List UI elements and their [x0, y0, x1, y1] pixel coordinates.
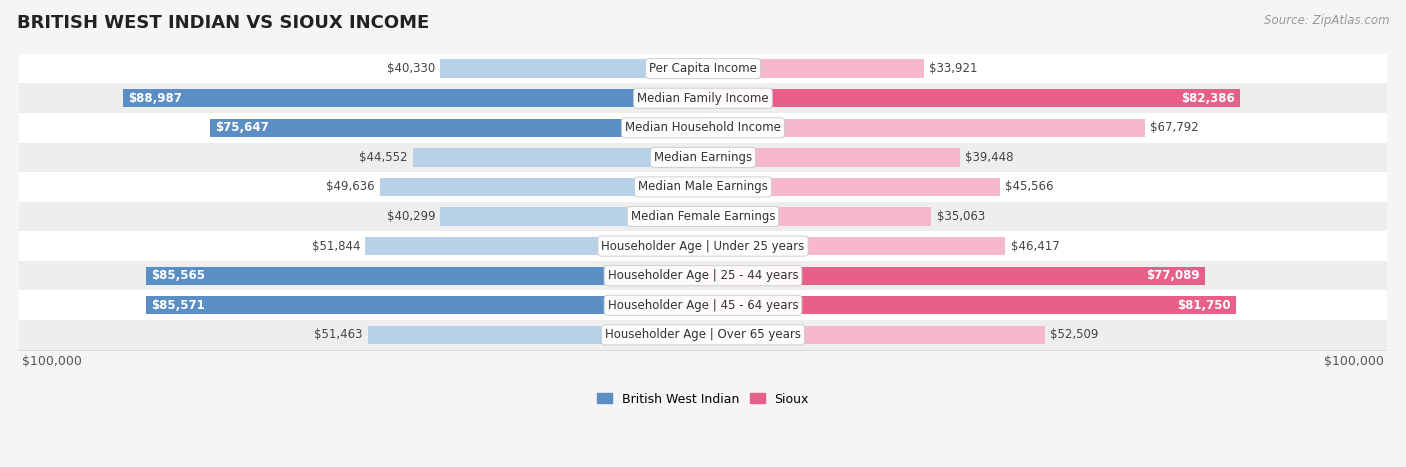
- Text: Householder Age | Under 25 years: Householder Age | Under 25 years: [602, 240, 804, 253]
- Text: Median Family Income: Median Family Income: [637, 92, 769, 105]
- Bar: [20, 320, 1386, 350]
- Bar: [146, 267, 703, 285]
- Bar: [20, 84, 1386, 113]
- Text: $46,417: $46,417: [1011, 240, 1059, 253]
- Text: Per Capita Income: Per Capita Income: [650, 62, 756, 75]
- Text: $44,552: $44,552: [359, 151, 408, 164]
- Bar: [703, 207, 931, 226]
- Text: $75,647: $75,647: [215, 121, 269, 134]
- Legend: British West Indian, Sioux: British West Indian, Sioux: [592, 388, 814, 410]
- Text: $52,509: $52,509: [1050, 328, 1098, 341]
- Text: Median Female Earnings: Median Female Earnings: [631, 210, 775, 223]
- Bar: [20, 202, 1386, 231]
- Text: Householder Age | Over 65 years: Householder Age | Over 65 years: [605, 328, 801, 341]
- Text: $85,565: $85,565: [150, 269, 205, 282]
- Bar: [20, 54, 1386, 84]
- Text: $82,386: $82,386: [1181, 92, 1234, 105]
- Bar: [703, 119, 1144, 137]
- Text: $67,792: $67,792: [1150, 121, 1198, 134]
- Bar: [703, 148, 960, 167]
- Bar: [703, 267, 1205, 285]
- Bar: [211, 119, 703, 137]
- Text: $85,571: $85,571: [150, 299, 204, 312]
- Text: $88,987: $88,987: [128, 92, 183, 105]
- Bar: [440, 207, 703, 226]
- Text: $51,463: $51,463: [314, 328, 363, 341]
- Text: Householder Age | 45 - 64 years: Householder Age | 45 - 64 years: [607, 299, 799, 312]
- Text: Median Male Earnings: Median Male Earnings: [638, 180, 768, 193]
- Bar: [368, 325, 703, 344]
- Text: $51,844: $51,844: [312, 240, 360, 253]
- Bar: [703, 237, 1005, 255]
- Text: Median Household Income: Median Household Income: [626, 121, 780, 134]
- Bar: [20, 290, 1386, 320]
- Text: $45,566: $45,566: [1005, 180, 1053, 193]
- Bar: [146, 296, 703, 314]
- Bar: [20, 113, 1386, 142]
- Text: $39,448: $39,448: [965, 151, 1014, 164]
- Text: $40,330: $40,330: [387, 62, 434, 75]
- Text: $77,089: $77,089: [1146, 269, 1199, 282]
- Bar: [20, 231, 1386, 261]
- Bar: [703, 296, 1236, 314]
- Text: $33,921: $33,921: [929, 62, 977, 75]
- Bar: [440, 59, 703, 78]
- Bar: [20, 172, 1386, 202]
- Text: Median Earnings: Median Earnings: [654, 151, 752, 164]
- Bar: [124, 89, 703, 107]
- Text: Source: ZipAtlas.com: Source: ZipAtlas.com: [1264, 14, 1389, 27]
- Bar: [703, 89, 1240, 107]
- Bar: [413, 148, 703, 167]
- Text: Householder Age | 25 - 44 years: Householder Age | 25 - 44 years: [607, 269, 799, 282]
- Text: BRITISH WEST INDIAN VS SIOUX INCOME: BRITISH WEST INDIAN VS SIOUX INCOME: [17, 14, 429, 32]
- Text: $81,750: $81,750: [1177, 299, 1230, 312]
- Bar: [20, 142, 1386, 172]
- Bar: [703, 178, 1000, 196]
- Bar: [20, 261, 1386, 290]
- Text: $49,636: $49,636: [326, 180, 374, 193]
- Bar: [703, 59, 924, 78]
- Bar: [366, 237, 703, 255]
- Bar: [380, 178, 703, 196]
- Bar: [703, 325, 1045, 344]
- Text: $35,063: $35,063: [936, 210, 984, 223]
- Text: $40,299: $40,299: [387, 210, 436, 223]
